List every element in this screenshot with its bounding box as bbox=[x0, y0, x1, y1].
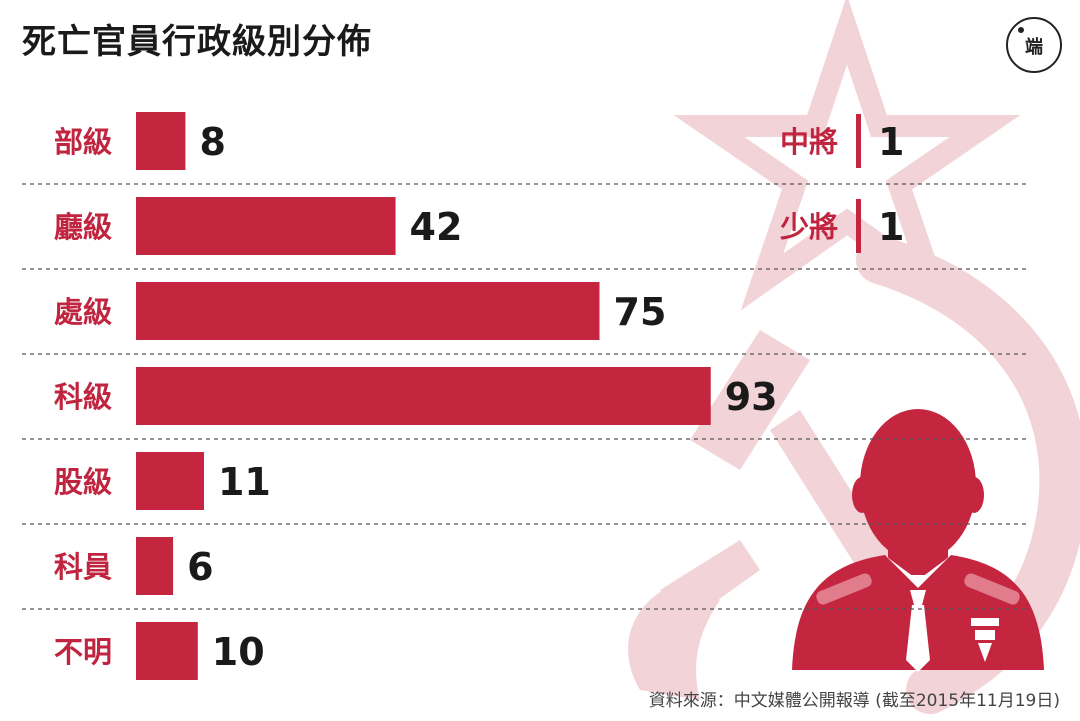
category-label: 處級 bbox=[54, 295, 112, 329]
bar bbox=[136, 537, 174, 595]
category-label: 科級 bbox=[54, 380, 112, 414]
officer-silhouette-icon bbox=[792, 409, 1044, 672]
category-label: 股級 bbox=[54, 465, 112, 499]
category-label: 不明 bbox=[54, 635, 112, 669]
category-label: 科員 bbox=[54, 550, 112, 584]
value-label: 75 bbox=[614, 290, 667, 334]
value-label: 11 bbox=[218, 460, 271, 504]
value-label: 42 bbox=[410, 205, 463, 249]
military-value-label: 1 bbox=[878, 120, 904, 164]
military-rank-label: 中將 bbox=[780, 125, 838, 159]
bar bbox=[136, 367, 711, 425]
bar bbox=[136, 622, 198, 680]
bars-group: 部級 8 廳級 42 處級 75 科級 93 股級 11 科員 6 不明 10 bbox=[54, 112, 778, 680]
military-value-label: 1 bbox=[878, 205, 904, 249]
star-icon bbox=[673, 0, 1021, 311]
bar bbox=[136, 197, 396, 255]
logo-icon: 端 bbox=[1006, 17, 1062, 73]
military-ranks: 中將 1 少將 1 bbox=[780, 114, 904, 253]
logo-dot bbox=[1018, 27, 1024, 33]
military-bar bbox=[856, 199, 861, 253]
military-rank-label: 少將 bbox=[780, 210, 838, 244]
value-label: 6 bbox=[187, 545, 213, 589]
row-separators bbox=[22, 183, 1030, 610]
category-label: 部級 bbox=[54, 125, 112, 159]
bar bbox=[136, 452, 204, 510]
military-bar bbox=[856, 114, 861, 168]
bar bbox=[136, 112, 186, 170]
page-title: 死亡官員行政級別分佈 bbox=[22, 22, 372, 62]
value-label: 93 bbox=[725, 375, 778, 419]
value-label: 10 bbox=[212, 630, 265, 674]
logo-text: 端 bbox=[1025, 37, 1043, 58]
bar bbox=[136, 282, 600, 340]
category-label: 廳級 bbox=[54, 210, 112, 244]
source-note: 資料來源：中文媒體公開報導 (截至2015年11月19日) bbox=[648, 691, 1060, 711]
value-label: 8 bbox=[199, 120, 225, 164]
